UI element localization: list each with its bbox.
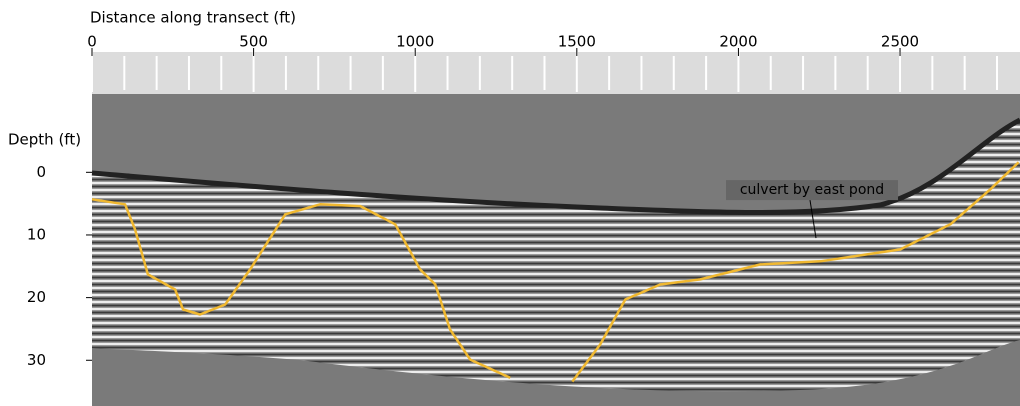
x-tick-label: 1500 (558, 33, 596, 51)
ground-surface (91, 117, 1020, 216)
radargram (92, 120, 1020, 392)
y-tick-label: 0 (36, 163, 46, 181)
horizon-line (91, 161, 1020, 383)
x-tick-label: 2000 (719, 33, 757, 51)
y-axis-label: Depth (ft) (8, 131, 81, 149)
y-tick-label: 10 (27, 225, 46, 243)
annotation-text: culvert by east pond (740, 182, 884, 198)
x-tick-label: 500 (239, 33, 268, 51)
y-tick-label: 20 (27, 288, 46, 306)
x-tick-label: 0 (87, 33, 97, 51)
y-tick-label: 30 (27, 351, 46, 369)
tick-strip (92, 52, 1020, 94)
x-tick-label: 2500 (881, 33, 919, 51)
x-tick-label: 1000 (396, 33, 434, 51)
annotation-box (725, 180, 898, 201)
x-axis-label: Distance along transect (ft) (90, 9, 296, 27)
annotation-pointer (809, 200, 817, 239)
